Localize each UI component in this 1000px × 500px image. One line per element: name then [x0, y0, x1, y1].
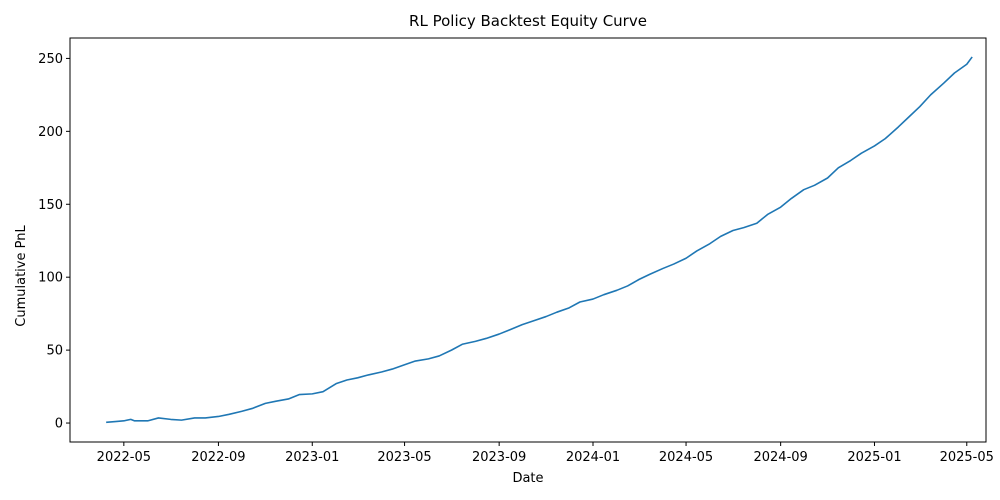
plot-frame	[69, 37, 987, 443]
x-tick-label: 2023-05	[377, 450, 431, 465]
y-tick-label: 250	[38, 52, 63, 67]
chart-title: RL Policy Backtest Equity Curve	[409, 12, 647, 30]
x-tick-label: 2023-09	[472, 450, 526, 465]
y-tick-label: 100	[38, 271, 63, 286]
plot-area	[69, 37, 987, 443]
x-axis-label: Date	[512, 471, 543, 486]
series-line	[106, 56, 973, 424]
y-axis: 0 50 100 150 200 250	[38, 52, 70, 432]
x-tick-label: 2025-05	[940, 450, 994, 465]
x-tick-label: 2022-09	[191, 450, 245, 465]
y-axis-label: Cumulative PnL	[14, 225, 29, 327]
x-tick-label: 2025-01	[847, 450, 901, 465]
x-tick-label: 2024-01	[566, 450, 620, 465]
x-tick-label: 2024-05	[659, 450, 713, 465]
x-tick-label: 2024-09	[753, 450, 807, 465]
x-tick-label: 2023-01	[285, 450, 339, 465]
y-tick-label: 200	[38, 125, 63, 140]
y-tick-label: 150	[38, 198, 63, 213]
y-tick-label: 0	[55, 417, 63, 432]
y-tick-label: 50	[46, 344, 63, 359]
x-axis: 2022-05 2022-09 2023-01 2023-05 2023-09 2024-…	[97, 442, 994, 465]
x-tick-label: 2022-05	[97, 450, 151, 465]
